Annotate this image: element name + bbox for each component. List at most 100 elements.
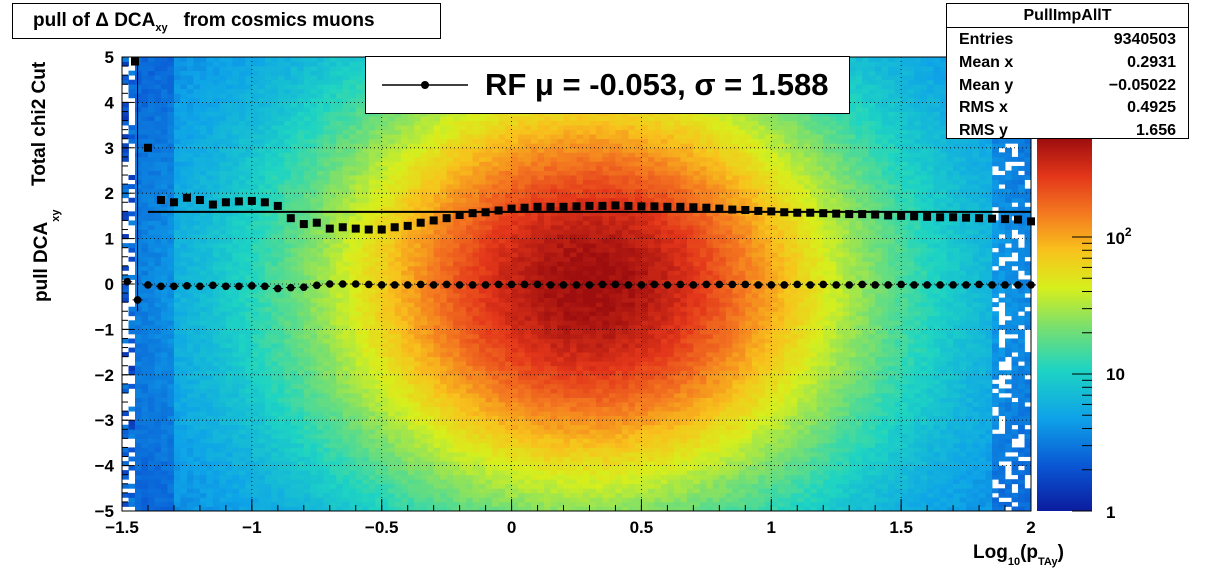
heatmap-cell (160, 206, 168, 212)
heatmap-cell (141, 424, 149, 430)
heatmap-cell (134, 156, 142, 162)
heatmap-cell (453, 470, 461, 476)
heatmap-cell (446, 279, 454, 285)
heatmap-cell (180, 234, 188, 239)
heatmap-cell (316, 193, 324, 199)
heatmap-cell (232, 75, 240, 81)
heatmap-cell (193, 75, 201, 81)
heatmap-cell (420, 374, 428, 380)
heatmap-cell (160, 506, 168, 512)
heatmap-cell (180, 161, 188, 167)
heatmap-cell (420, 247, 428, 253)
heatmap-cell (219, 70, 227, 76)
heatmap-cell (180, 483, 188, 489)
heatmap-cell (134, 388, 142, 394)
heatmap-cell (232, 451, 240, 457)
heatmap-cell (310, 70, 318, 76)
heatmap-cell (245, 442, 253, 448)
heatmap-cell (225, 175, 233, 180)
heatmap-cell (336, 202, 344, 208)
heatmap-cell (362, 424, 370, 430)
heatmap-cell (342, 57, 350, 62)
heatmap-cell (427, 129, 435, 135)
heatmap-cell (199, 106, 207, 112)
heatmap-cell (245, 93, 253, 99)
heatmap-cell (167, 224, 175, 230)
heatmap-cell (303, 406, 311, 412)
heatmap-cell (290, 320, 298, 326)
heatmap-cell (446, 461, 454, 466)
heatmap-cell (199, 161, 207, 167)
heatmap-cell (238, 365, 246, 371)
heatmap-cell (212, 343, 220, 348)
heatmap-cell (375, 379, 383, 385)
heatmap-cell (316, 116, 324, 121)
heatmap-cell (147, 352, 155, 358)
heatmap-cell (238, 488, 246, 494)
heatmap-cell (206, 279, 214, 285)
heatmap-cell (225, 170, 233, 176)
heatmap-cell (388, 361, 396, 367)
heatmap-cell (336, 265, 344, 271)
heatmap-cell (238, 234, 246, 239)
heatmap-cell (193, 361, 201, 367)
heatmap-cell (232, 143, 240, 149)
heatmap-cell (316, 406, 324, 412)
heatmap-cell (310, 461, 318, 466)
heatmap-cell (147, 234, 155, 239)
heatmap-cell (141, 211, 149, 217)
heatmap-cell (446, 361, 454, 367)
heatmap-cell (284, 134, 292, 140)
heatmap-cell (258, 479, 266, 485)
heatmap-cell (316, 293, 324, 299)
heatmap-cell (193, 274, 201, 280)
heatmap-cell (349, 61, 357, 67)
heatmap-cell (225, 261, 233, 267)
heatmap-cell (355, 179, 363, 185)
heatmap-cell (219, 243, 227, 249)
heatmap-cell (173, 111, 181, 117)
heatmap-cell (297, 442, 305, 448)
heatmap-cell (284, 506, 292, 512)
heatmap-cell (290, 206, 298, 212)
heatmap-cell (284, 420, 292, 426)
heatmap-cell (407, 451, 415, 457)
heatmap-cell (323, 134, 331, 140)
heatmap-cell (401, 311, 409, 317)
heatmap-cell (440, 152, 448, 158)
heatmap-cell (271, 397, 279, 403)
heatmap-cell (173, 470, 181, 476)
heatmap-cell (284, 211, 292, 217)
heatmap-cell (193, 356, 201, 362)
heatmap-cell (147, 193, 155, 199)
heatmap-cell (446, 152, 454, 158)
heatmap-cell (154, 129, 162, 135)
heatmap-cell (394, 379, 402, 385)
heatmap-cell (219, 333, 227, 339)
heatmap-cell (446, 284, 454, 289)
heatmap-cell (141, 415, 149, 421)
heatmap-cell (147, 229, 155, 235)
heatmap-cell (199, 274, 207, 280)
heatmap-cell (134, 320, 142, 326)
heatmap-cell (180, 302, 188, 308)
heatmap-cell (342, 388, 350, 394)
heatmap-cell (264, 415, 272, 421)
heatmap-cell (297, 75, 305, 81)
heatmap-cell (433, 270, 441, 276)
heatmap-cell (323, 433, 331, 439)
heatmap-cell (180, 433, 188, 439)
heatmap-cell (414, 370, 422, 376)
heatmap-cell (219, 79, 227, 85)
heatmap-cell (349, 156, 357, 162)
heatmap-cell (271, 120, 279, 126)
heatmap-cell (173, 483, 181, 489)
heatmap-cell (310, 333, 318, 339)
heatmap-cell (258, 343, 266, 348)
heatmap-cell (173, 256, 181, 262)
heatmap-cell (349, 415, 357, 421)
heatmap-cell (349, 288, 357, 294)
heatmap-cell (180, 474, 188, 480)
heatmap-cell (160, 184, 168, 190)
heatmap-cell (193, 406, 201, 412)
